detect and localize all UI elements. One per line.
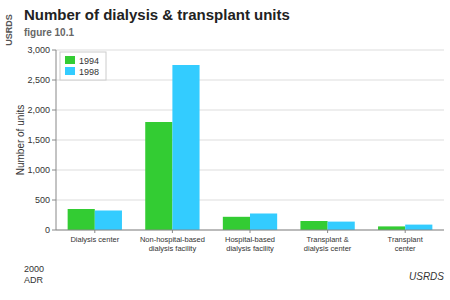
y-axis-line	[56, 50, 57, 230]
legend-swatch	[65, 67, 75, 75]
y-tick	[52, 200, 56, 201]
x-tick-label: Dialysis center	[70, 235, 119, 244]
title: Number of dialysis & transplant units	[24, 6, 290, 23]
bars	[68, 65, 433, 230]
grid-line	[56, 50, 444, 51]
x-tick	[250, 230, 251, 233]
x-tick-label: Transplantcenter	[388, 235, 424, 253]
x-axis: Dialysis centerNon-hospital-baseddialysi…	[70, 230, 423, 253]
x-tick	[172, 230, 173, 233]
bar	[300, 221, 327, 230]
x-tick	[327, 230, 328, 233]
bar	[172, 65, 199, 230]
x-tick-label: Non-hospital-baseddialysis facility	[140, 235, 205, 253]
y-tick	[52, 170, 56, 171]
text-line: Non-hospital-based	[140, 235, 205, 244]
x-tick-label: Hospital-baseddialysis facility	[225, 235, 275, 253]
legend: 19941998	[60, 52, 106, 80]
text-line: center	[395, 244, 416, 253]
text-line: dialysis facility	[149, 244, 197, 253]
subtitle: figure 10.1	[24, 27, 74, 38]
text-line: dialysis facility	[226, 244, 274, 253]
y-tick-label: 1,000	[27, 165, 50, 175]
text-line: Hospital-based	[225, 235, 275, 244]
y-tick	[52, 230, 56, 231]
text-line: dialysis center	[304, 244, 352, 253]
y-tick	[52, 80, 56, 81]
legend-label: 1998	[79, 67, 99, 77]
y-tick-label: 2,000	[27, 105, 50, 115]
bar	[405, 225, 432, 230]
bar	[95, 211, 122, 231]
y-tick-label: 500	[35, 195, 50, 205]
chart: Number of dialysis & transplant units fig…	[0, 0, 450, 300]
text-line: Dialysis center	[70, 235, 119, 244]
y-tick-label: 2,500	[27, 75, 50, 85]
bar	[145, 122, 172, 230]
bar	[328, 222, 355, 230]
bar	[378, 226, 405, 230]
y-axis-label: Number of units	[15, 105, 26, 176]
text-line: Transplant	[388, 235, 424, 244]
text-line: ADR	[24, 275, 44, 285]
grid-line	[56, 110, 444, 111]
legend-label: 1994	[79, 56, 99, 66]
grid-line	[56, 170, 444, 171]
y-tick-label: 3,000	[27, 45, 50, 55]
grid	[56, 50, 444, 230]
y-axis: 0 500 1,000 1,500 2,000 2,500 3,000	[27, 45, 56, 235]
grid-line	[56, 200, 444, 201]
bottom-right-note: USRDS	[409, 271, 444, 282]
grid-line	[56, 80, 444, 81]
bar	[223, 217, 250, 230]
grid-line	[56, 140, 444, 141]
y-tick-label: 0	[45, 225, 50, 235]
bar	[250, 214, 277, 231]
y-tick	[52, 110, 56, 111]
y-tick-label: 1,500	[27, 135, 50, 145]
bottom-left-note: 2000ADR	[24, 264, 44, 285]
x-tick	[94, 230, 95, 233]
bar	[68, 209, 95, 230]
text-line: 2000	[24, 264, 44, 274]
legend-swatch	[65, 56, 75, 64]
y-tick	[52, 50, 56, 51]
legend-box	[60, 52, 106, 80]
x-tick	[405, 230, 406, 233]
side-label: USRDS	[4, 14, 14, 46]
text-line: Transplant &	[306, 235, 348, 244]
y-tick	[52, 140, 56, 141]
x-tick-label: Transplant &dialysis center	[304, 235, 352, 253]
